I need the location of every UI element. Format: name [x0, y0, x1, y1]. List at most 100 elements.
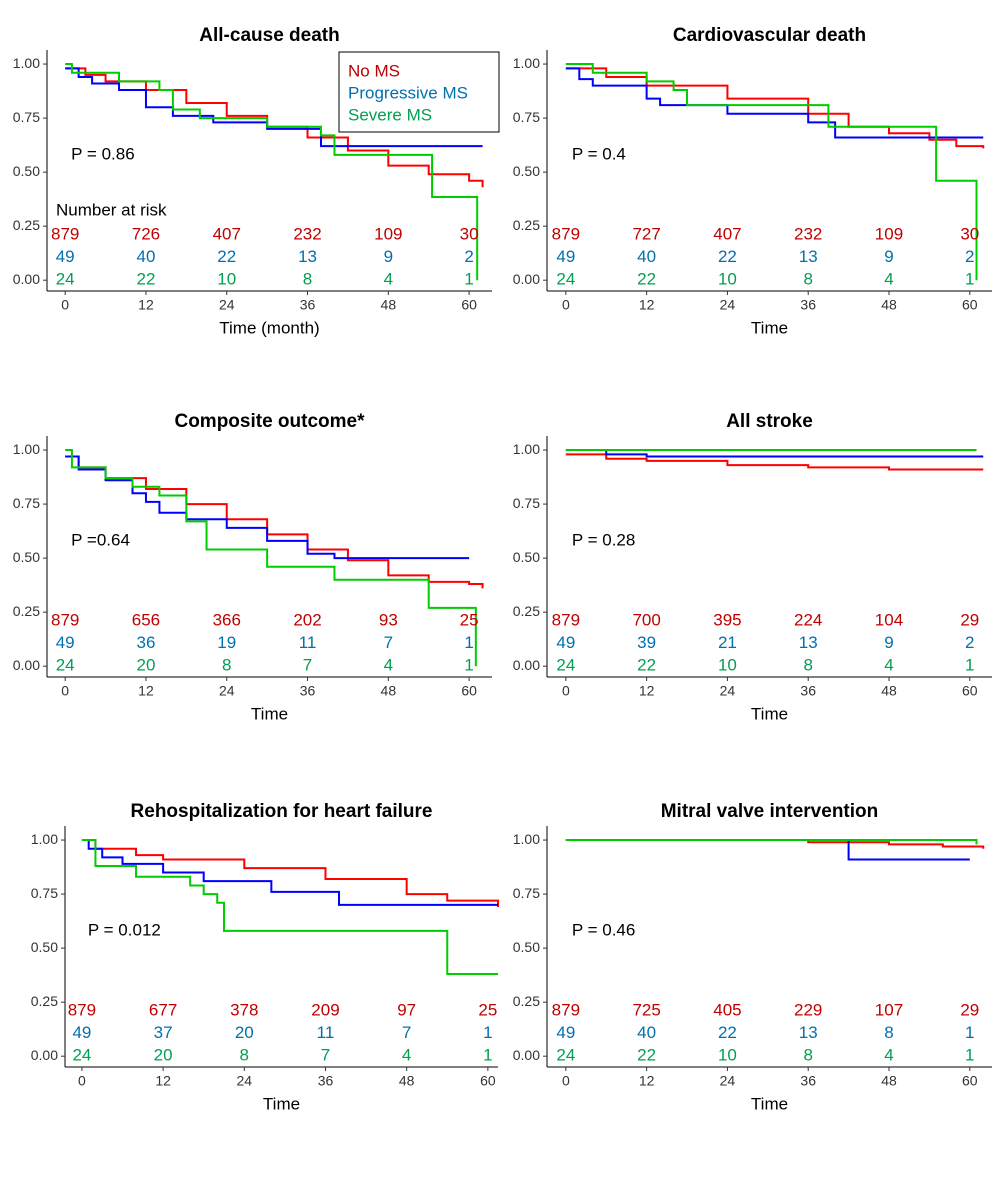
risk-count: 24	[556, 656, 575, 675]
risk-count: 49	[72, 1023, 91, 1042]
chart-title: All stroke	[726, 411, 813, 432]
risk-count: 22	[137, 270, 156, 289]
y-tick-label: 0.25	[513, 603, 540, 619]
risk-count: 22	[718, 1023, 737, 1042]
risk-count: 879	[51, 225, 79, 244]
risk-count: 13	[298, 247, 317, 266]
risk-count: 24	[72, 1046, 91, 1065]
risk-count: 21	[718, 633, 737, 652]
survival-curve	[81, 839, 499, 908]
y-tick-label: 0.00	[31, 1047, 58, 1063]
survival-curve	[565, 839, 970, 861]
risk-count: 25	[460, 611, 479, 630]
chart-title: All-cause death	[199, 25, 339, 46]
x-tick-label: 36	[300, 297, 316, 313]
x-tick-label: 24	[237, 1073, 253, 1089]
risk-count: 1	[483, 1046, 492, 1065]
y-tick-label: 1.00	[513, 441, 540, 457]
risk-count: 7	[384, 633, 393, 652]
x-tick-label: 12	[155, 1073, 171, 1089]
chart-title: Mitral valve intervention	[661, 801, 879, 822]
risk-count: 9	[384, 247, 393, 266]
y-tick-label: 0.00	[13, 271, 40, 287]
y-tick-label: 0.50	[513, 939, 540, 955]
risk-count: 24	[56, 656, 75, 675]
y-tick-label: 0.50	[513, 163, 540, 179]
survival-curve	[81, 839, 498, 906]
y-tick-label: 0.00	[13, 657, 40, 673]
x-tick-label: 36	[318, 1073, 334, 1089]
risk-count: 97	[397, 1001, 416, 1020]
y-tick-label: 1.00	[513, 55, 540, 71]
risk-count: 4	[384, 656, 393, 675]
y-tick-label: 0.50	[13, 163, 40, 179]
risk-count: 1	[965, 270, 974, 289]
x-tick-label: 0	[61, 297, 69, 313]
risk-count: 656	[132, 611, 160, 630]
risk-count: 725	[632, 1001, 660, 1020]
risk-count: 22	[718, 247, 737, 266]
risk-count: 395	[713, 611, 741, 630]
risk-count: 229	[794, 1001, 822, 1020]
x-axis-label: Time	[263, 1094, 300, 1113]
risk-count: 109	[374, 225, 402, 244]
risk-count: 9	[884, 247, 893, 266]
risk-count: 24	[556, 1046, 575, 1065]
risk-count: 8	[803, 1046, 812, 1065]
survival-curve	[81, 839, 498, 976]
x-tick-label: 0	[562, 1073, 570, 1089]
risk-count: 879	[552, 611, 580, 630]
risk-count: 10	[718, 270, 737, 289]
risk-count: 19	[217, 633, 236, 652]
x-axis-label: Time	[751, 1094, 788, 1113]
risk-count: 879	[552, 225, 580, 244]
risk-count: 879	[552, 1001, 580, 1020]
risk-count: 10	[718, 1046, 737, 1065]
x-tick-label: 12	[138, 683, 154, 699]
risk-count: 7	[303, 656, 312, 675]
risk-count: 49	[556, 1023, 575, 1042]
risk-count: 7	[402, 1023, 411, 1042]
risk-count: 8	[884, 1023, 893, 1042]
risk-count: 10	[718, 656, 737, 675]
risk-count: 1	[965, 1046, 974, 1065]
risk-count: 22	[637, 656, 656, 675]
risk-count: 726	[132, 225, 160, 244]
risk-count: 104	[875, 611, 903, 630]
risk-count: 232	[794, 225, 822, 244]
risk-count: 224	[794, 611, 822, 630]
risk-count: 22	[637, 1046, 656, 1065]
legend-entry: Progressive MS	[348, 83, 468, 102]
risk-count: 8	[803, 270, 812, 289]
x-tick-label: 24	[720, 297, 736, 313]
risk-count: 2	[965, 247, 974, 266]
risk-count: 22	[217, 247, 236, 266]
x-tick-label: 36	[300, 683, 316, 699]
x-tick-label: 24	[219, 683, 235, 699]
x-tick-label: 60	[461, 297, 477, 313]
survival-curve	[65, 449, 477, 667]
risk-count: 1	[464, 656, 473, 675]
chart-title: Cardiovascular death	[673, 25, 866, 46]
p-value: P =0.64	[71, 530, 130, 549]
risk-count: 20	[137, 656, 156, 675]
chart-title: Composite outcome*	[174, 411, 365, 432]
p-value: P = 0.28	[572, 530, 636, 549]
risk-count: 366	[213, 611, 241, 630]
p-value: P = 0.012	[88, 920, 161, 939]
x-tick-label: 48	[881, 1073, 897, 1089]
risk-count: 879	[68, 1001, 96, 1020]
x-axis-label: Time	[251, 704, 288, 723]
risk-count: 40	[637, 1023, 656, 1042]
risk-count: 107	[875, 1001, 903, 1020]
x-tick-label: 0	[562, 297, 570, 313]
risk-count: 879	[51, 611, 79, 630]
survival-curve	[565, 839, 985, 849]
x-tick-label: 36	[800, 297, 816, 313]
x-tick-label: 12	[639, 683, 655, 699]
risk-count: 405	[713, 1001, 741, 1020]
x-tick-label: 12	[138, 297, 154, 313]
x-tick-label: 48	[381, 683, 397, 699]
survival-curve	[65, 67, 483, 148]
